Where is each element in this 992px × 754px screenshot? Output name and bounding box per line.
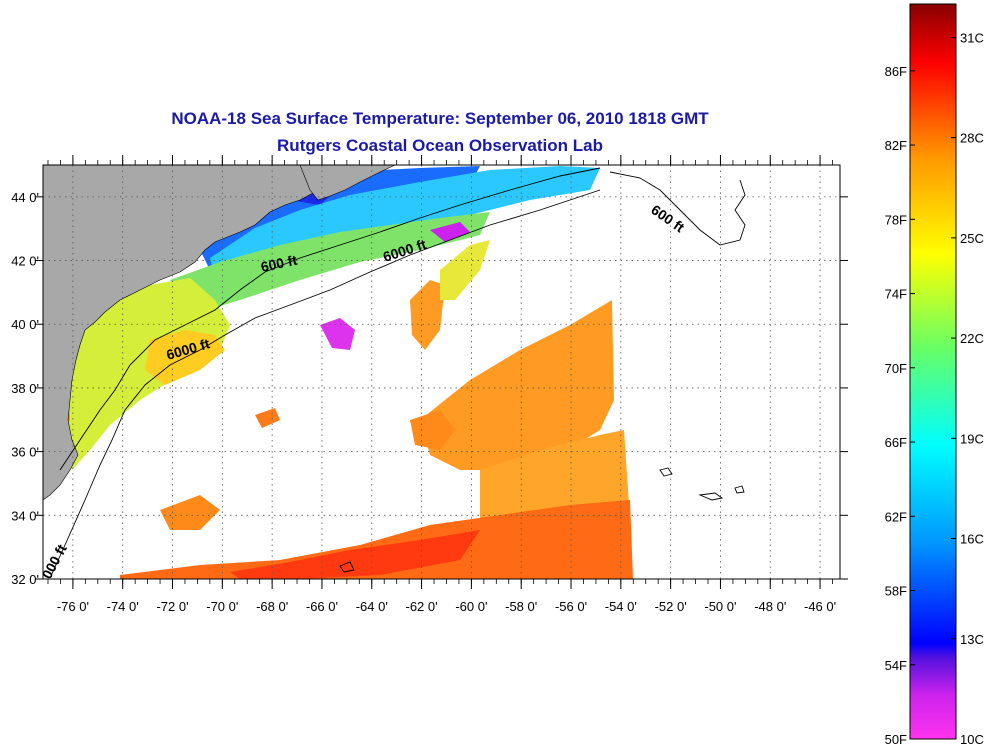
sst-mid-atlantic-shelf [62, 278, 230, 470]
colorbar-label-f: 70F [885, 361, 907, 376]
longitude-label: -54 0' [605, 599, 637, 614]
sst-green-band [170, 212, 490, 315]
colorbar-label-c: 28C [960, 131, 984, 146]
colorbar-label-f: 74F [885, 287, 907, 302]
longitude-label: -46 0' [804, 599, 836, 614]
sst-patch-1 [410, 280, 445, 350]
colorbar-label-f: 58F [885, 584, 907, 599]
latitude-label: 36 0' [11, 445, 39, 460]
contour-6000ft [49, 189, 601, 579]
sst-cyan-band [210, 166, 600, 300]
longitude-label: -66 0' [306, 599, 338, 614]
latitude-label: 34 0' [11, 508, 39, 523]
colorbar-celsius-labels: 31C 28C 25C 22C 19C 16C 13C 10C [960, 30, 984, 747]
colorbar-ticks [910, 36, 956, 740]
sst-sargasso-warm-1 [420, 300, 614, 470]
colorbar [909, 3, 957, 740]
contour-label-group: 600 ft 6000 ft 6000 ft 600 ft 000 ft [39, 201, 688, 581]
latitude-label: 44 0' [11, 190, 39, 205]
sst-magenta-fringe-2 [430, 222, 470, 242]
longitude-label: -52 0' [655, 599, 687, 614]
longitude-label: -62 0' [406, 599, 438, 614]
land-mass [43, 165, 341, 501]
colorbar-label-c: 25C [960, 231, 984, 246]
latitude-label: 40 0' [11, 317, 39, 332]
latitude-label: 42 0' [11, 254, 39, 269]
contour-bermuda-1 [698, 492, 724, 501]
colorbar-label-c: 31C [960, 30, 984, 45]
colorbar-label-c: 16C [960, 532, 984, 547]
colorbar-label-f: 78F [885, 212, 907, 227]
map-axis-ticks [35, 155, 848, 589]
sst-patch-4 [255, 408, 280, 428]
colorbar-label-f: 86F [885, 64, 907, 79]
latitude-label: 38 0' [11, 381, 39, 396]
longitude-label: -70 0' [206, 599, 238, 614]
colorbar-label-f: 62F [885, 509, 907, 524]
map-title: NOAA-18 Sea Surface Temperature: Septemb… [171, 109, 709, 128]
longitude-label: -60 0' [455, 599, 487, 614]
longitude-label: -74 0' [107, 599, 139, 614]
longitude-label: -72 0' [156, 599, 188, 614]
latitude-label: 32 0' [11, 572, 39, 587]
colorbar-label-f: 54F [885, 658, 907, 673]
sst-data-layer [55, 166, 633, 579]
longitude-label: -58 0' [505, 599, 537, 614]
map-subtitle: Rutgers Coastal Ocean Observation Lab [277, 136, 603, 155]
sst-patch-3 [160, 495, 220, 530]
map-frame [42, 164, 841, 580]
latitude-labels: 44 0' 42 0' 40 0' 38 0' 36 0' 34 0' 32 0' [11, 190, 39, 587]
longitude-labels: -76 0' -74 0' -72 0' -70 0' -68 0' -66 0' -64 … [57, 599, 836, 614]
sst-sargasso-red [230, 530, 480, 579]
colorbar-label-c: 19C [960, 431, 984, 446]
contour-outer-coast [609, 171, 746, 246]
colorbar-label-f: 50F [885, 732, 907, 747]
contour-small-1 [339, 561, 355, 573]
colorbar-label-f: 66F [885, 435, 907, 450]
longitude-label: -48 0' [754, 599, 786, 614]
colorbar-fahrenheit-labels: 86F 82F 78F 74F 70F 66F 62F 58F 54F 50F [885, 64, 907, 747]
contour-label-600ft-north: 600 ft [259, 252, 298, 275]
contour-600ft [59, 167, 601, 471]
colorbar-label-c: 22C [960, 331, 984, 346]
sst-patch-5 [440, 240, 490, 300]
longitude-label: -56 0' [555, 599, 587, 614]
longitude-label: -68 0' [256, 599, 288, 614]
colorbar-label-c: 13C [960, 632, 984, 647]
longitude-label: -50 0' [704, 599, 736, 614]
contour-bermuda-3 [734, 485, 745, 494]
sst-sargasso-warm-3 [120, 500, 633, 579]
contour-bermuda-2 [659, 467, 673, 477]
colorbar-label-c: 10C [960, 732, 984, 747]
longitude-label: -64 0' [356, 599, 388, 614]
bathymetry-contours [49, 167, 746, 579]
colorbar-label-f: 82F [885, 138, 907, 153]
longitude-label: -76 0' [57, 599, 89, 614]
sst-magenta-fringe [320, 318, 355, 350]
land-nova-scotia [299, 165, 396, 201]
